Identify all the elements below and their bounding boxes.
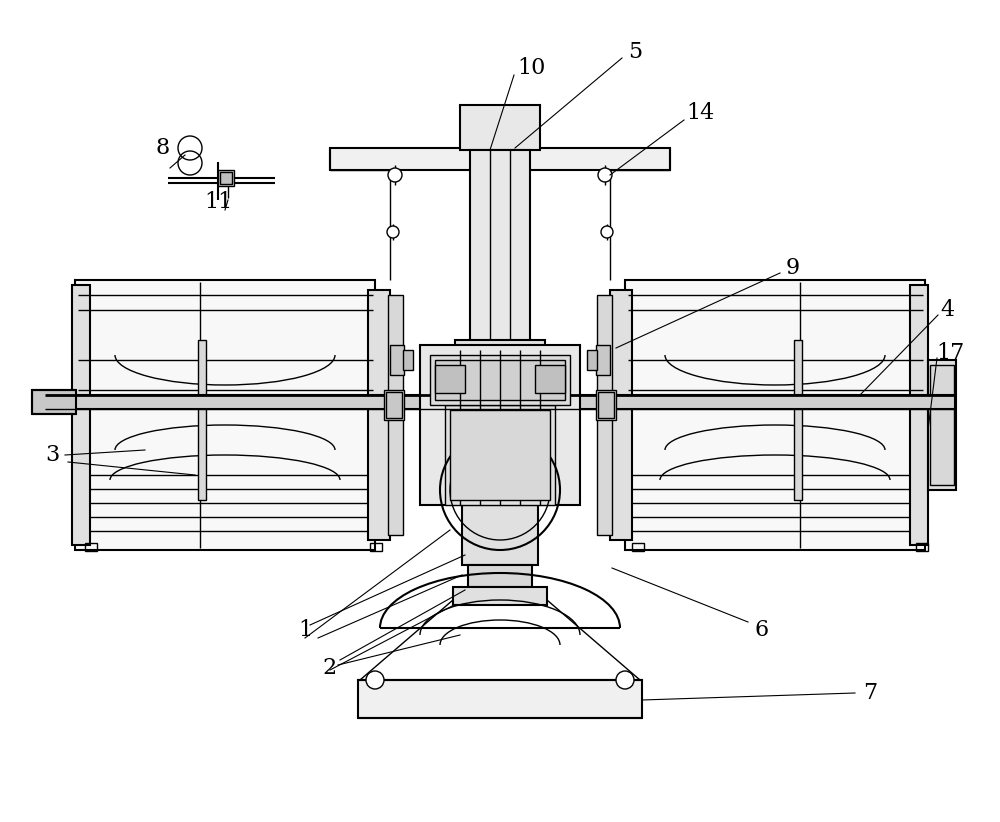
Text: 1: 1 bbox=[298, 619, 312, 641]
Bar bbox=[470, 490, 530, 508]
Text: 10: 10 bbox=[518, 57, 546, 79]
Bar bbox=[370, 543, 382, 551]
Bar bbox=[916, 543, 928, 551]
Circle shape bbox=[601, 226, 613, 238]
Text: 4: 4 bbox=[940, 299, 954, 321]
Circle shape bbox=[598, 168, 612, 182]
Bar bbox=[535, 365, 565, 393]
Bar bbox=[435, 365, 465, 393]
Text: 3: 3 bbox=[45, 444, 59, 466]
Bar bbox=[928, 360, 956, 490]
Bar bbox=[358, 680, 642, 718]
Bar bbox=[610, 290, 632, 540]
Bar bbox=[794, 340, 802, 500]
Bar bbox=[45, 395, 955, 409]
Bar bbox=[625, 280, 925, 550]
Bar bbox=[390, 345, 404, 375]
Bar bbox=[596, 390, 616, 420]
Bar bbox=[587, 350, 597, 370]
Bar bbox=[450, 410, 550, 500]
Text: 7: 7 bbox=[863, 682, 877, 704]
Text: 9: 9 bbox=[786, 257, 800, 279]
Bar bbox=[632, 543, 644, 551]
Bar bbox=[198, 340, 206, 500]
Bar bbox=[75, 280, 375, 550]
Bar bbox=[430, 355, 570, 405]
Text: 14: 14 bbox=[686, 102, 714, 124]
Bar bbox=[403, 350, 413, 370]
Bar bbox=[386, 392, 402, 418]
Bar bbox=[455, 340, 545, 400]
Bar bbox=[462, 500, 538, 565]
Text: 2: 2 bbox=[323, 657, 337, 679]
Bar bbox=[468, 565, 532, 587]
Bar bbox=[218, 170, 234, 186]
Bar bbox=[72, 285, 90, 545]
Bar bbox=[420, 345, 580, 505]
Circle shape bbox=[616, 671, 634, 689]
Bar bbox=[930, 365, 954, 485]
Text: 5: 5 bbox=[628, 41, 642, 63]
Bar bbox=[220, 172, 232, 184]
Bar bbox=[597, 295, 612, 535]
Bar bbox=[596, 345, 610, 375]
Bar bbox=[598, 392, 614, 418]
Bar bbox=[388, 295, 403, 535]
Bar bbox=[445, 405, 555, 505]
Text: 8: 8 bbox=[156, 137, 170, 159]
Bar bbox=[85, 543, 97, 551]
Bar bbox=[384, 390, 404, 420]
Bar bbox=[32, 390, 76, 414]
Circle shape bbox=[366, 671, 384, 689]
Bar bbox=[368, 290, 390, 540]
Circle shape bbox=[388, 168, 402, 182]
Bar bbox=[435, 360, 565, 400]
Bar bbox=[453, 587, 547, 605]
Bar bbox=[460, 105, 540, 150]
Bar bbox=[470, 150, 530, 350]
Text: 17: 17 bbox=[936, 342, 964, 364]
Bar bbox=[910, 285, 928, 545]
Text: 11: 11 bbox=[204, 191, 232, 213]
Circle shape bbox=[387, 226, 399, 238]
Bar bbox=[330, 148, 670, 170]
Text: 6: 6 bbox=[755, 619, 769, 641]
